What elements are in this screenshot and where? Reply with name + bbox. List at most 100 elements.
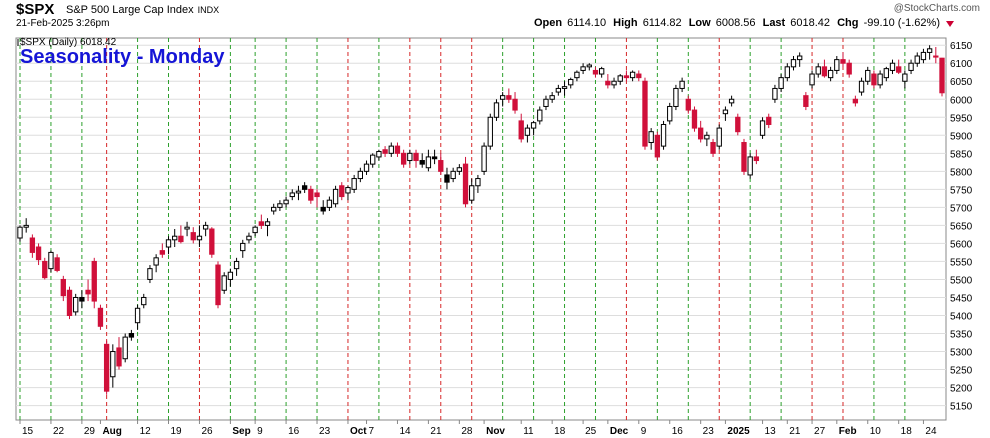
candle-body bbox=[617, 75, 623, 82]
candle-body bbox=[933, 55, 939, 58]
candle-body bbox=[264, 221, 271, 226]
series-legend: $SPX (Daily) 6018.42 bbox=[20, 37, 117, 48]
y-tick-label: 5700 bbox=[950, 203, 973, 214]
candle-body bbox=[790, 59, 797, 68]
x-tick-label: 15 bbox=[22, 426, 34, 437]
y-tick-label: 5600 bbox=[950, 239, 973, 250]
candle-body bbox=[438, 160, 444, 172]
down-triangle-icon bbox=[946, 21, 954, 27]
candle-body bbox=[797, 55, 803, 61]
candle-body bbox=[728, 98, 735, 104]
x-tick-label: 11 bbox=[523, 426, 534, 437]
x-tick-label: 24 bbox=[925, 426, 937, 437]
candle-body bbox=[772, 87, 778, 100]
candle-body bbox=[883, 68, 889, 79]
candle-body bbox=[339, 185, 345, 198]
candle-body bbox=[456, 167, 463, 172]
quote-bar: Open 6114.10 High 6114.82 Low 6008.56 La… bbox=[534, 17, 944, 29]
x-tick-label: Feb bbox=[839, 426, 857, 437]
candle-body bbox=[233, 260, 240, 270]
x-tick-label: 21 bbox=[430, 426, 442, 437]
chart-title: Seasonality - Monday bbox=[20, 46, 225, 68]
x-tick-label: 16 bbox=[672, 426, 684, 437]
candle-body bbox=[450, 170, 456, 180]
candle-body bbox=[908, 62, 914, 71]
high-label: High bbox=[613, 17, 638, 29]
candle-body bbox=[469, 185, 475, 201]
candle-body bbox=[357, 170, 364, 180]
candle-body bbox=[134, 307, 141, 324]
candle-body bbox=[555, 87, 562, 93]
candle-body bbox=[35, 246, 42, 261]
plot-frame bbox=[15, 37, 947, 421]
y-tick-label: 6000 bbox=[950, 95, 973, 106]
security-name: S&P 500 Large Cap Index INDX bbox=[66, 4, 219, 16]
candle-body bbox=[629, 71, 636, 79]
chart-date: 21-Feb-2025 3:26pm bbox=[16, 18, 110, 29]
candle-body bbox=[376, 151, 382, 158]
candle-body bbox=[512, 98, 518, 111]
candle-body bbox=[902, 73, 908, 82]
candle-body bbox=[598, 68, 605, 75]
x-tick-label: 21 bbox=[789, 426, 801, 437]
candle-body bbox=[840, 59, 846, 64]
candle-body bbox=[295, 190, 302, 194]
y-tick-label: 5200 bbox=[950, 384, 973, 395]
candle-body bbox=[759, 120, 766, 136]
candle-body bbox=[165, 239, 172, 248]
candle-body bbox=[23, 224, 29, 228]
candle-body bbox=[431, 156, 438, 160]
symbol: $SPX bbox=[16, 1, 55, 18]
open-label: Open bbox=[533, 17, 563, 29]
candle-body bbox=[660, 123, 667, 147]
candle-body bbox=[896, 66, 902, 73]
x-tick-label: Oct bbox=[350, 426, 367, 437]
candle-body bbox=[654, 134, 661, 158]
candle-body bbox=[215, 264, 221, 306]
candle-body bbox=[827, 69, 834, 79]
candle-body bbox=[834, 59, 840, 71]
candle-body bbox=[202, 224, 209, 230]
y-tick-label: 6050 bbox=[950, 77, 973, 88]
candle-body bbox=[920, 51, 927, 61]
candle-body bbox=[852, 98, 859, 104]
candle-body bbox=[685, 98, 691, 111]
candle-body bbox=[735, 116, 741, 133]
x-tick-label: 19 bbox=[171, 426, 183, 437]
candle-body bbox=[116, 347, 122, 367]
candle-body bbox=[73, 296, 79, 313]
y-tick-label: 5950 bbox=[950, 113, 973, 124]
candle-body bbox=[17, 226, 23, 239]
x-tick-label: 10 bbox=[870, 426, 882, 437]
candle-body bbox=[586, 64, 592, 68]
candle-body bbox=[122, 336, 128, 360]
candle-body bbox=[320, 206, 326, 212]
candle-body bbox=[716, 127, 722, 147]
candle-body bbox=[326, 199, 333, 208]
candle-body bbox=[580, 66, 586, 71]
candle-body bbox=[394, 145, 401, 154]
candle-body bbox=[753, 156, 760, 162]
high-value: 6114.82 bbox=[642, 17, 682, 29]
candle-body bbox=[400, 152, 407, 165]
chg-label: Chg bbox=[837, 17, 859, 29]
candle-body bbox=[91, 260, 97, 302]
candle-body bbox=[623, 75, 630, 79]
candle-body bbox=[815, 66, 821, 75]
last-label: Last bbox=[762, 17, 786, 29]
candle-body bbox=[308, 188, 314, 201]
candle-body bbox=[803, 95, 809, 107]
x-tick-label: 26 bbox=[201, 426, 213, 437]
candle-body bbox=[252, 226, 258, 234]
candle-body bbox=[722, 109, 729, 115]
candle-body bbox=[258, 221, 264, 226]
candle-body bbox=[289, 192, 295, 198]
chg-value: -99.10 (-1.62%) bbox=[863, 17, 940, 29]
y-tick-label: 6100 bbox=[950, 59, 973, 70]
candle-body bbox=[475, 178, 481, 187]
y-tick-label: 5250 bbox=[950, 366, 973, 377]
y-tick-label: 5150 bbox=[950, 402, 973, 413]
candle-body bbox=[568, 78, 574, 86]
candle-body bbox=[741, 142, 747, 172]
